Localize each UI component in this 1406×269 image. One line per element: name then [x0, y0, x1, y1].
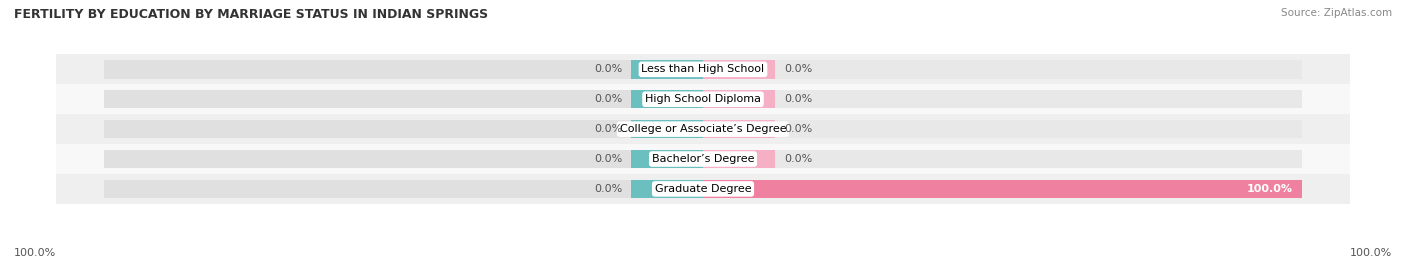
Bar	[703, 150, 775, 168]
Text: 0.0%: 0.0%	[593, 94, 621, 104]
Bar	[104, 90, 703, 108]
Bar	[703, 90, 1302, 108]
Bar	[104, 120, 703, 138]
Bar	[0, 144, 1406, 174]
Bar	[703, 150, 1302, 168]
Bar	[0, 54, 1406, 84]
Text: 100.0%: 100.0%	[1247, 184, 1294, 194]
Bar	[703, 120, 1302, 138]
Text: 0.0%: 0.0%	[785, 124, 813, 134]
Bar	[703, 60, 1302, 79]
Text: 0.0%: 0.0%	[785, 94, 813, 104]
Bar	[703, 90, 775, 108]
Bar	[631, 90, 703, 108]
Text: 0.0%: 0.0%	[593, 64, 621, 74]
Bar	[631, 150, 703, 168]
Text: Bachelor’s Degree: Bachelor’s Degree	[652, 154, 754, 164]
Bar	[631, 60, 703, 79]
Bar	[104, 180, 703, 198]
Bar	[0, 174, 1406, 204]
Bar	[0, 114, 1406, 144]
Text: High School Diploma: High School Diploma	[645, 94, 761, 104]
Bar	[104, 60, 703, 79]
Bar	[703, 180, 1302, 198]
Text: Less than High School: Less than High School	[641, 64, 765, 74]
Text: 100.0%: 100.0%	[14, 248, 56, 258]
Text: College or Associate’s Degree: College or Associate’s Degree	[620, 124, 786, 134]
Text: 0.0%: 0.0%	[593, 154, 621, 164]
Text: 0.0%: 0.0%	[785, 154, 813, 164]
Text: 0.0%: 0.0%	[785, 64, 813, 74]
Bar	[703, 60, 775, 79]
Bar	[104, 150, 703, 168]
Text: Graduate Degree: Graduate Degree	[655, 184, 751, 194]
Text: Source: ZipAtlas.com: Source: ZipAtlas.com	[1281, 8, 1392, 18]
Bar	[631, 180, 703, 198]
Text: 0.0%: 0.0%	[593, 184, 621, 194]
Text: FERTILITY BY EDUCATION BY MARRIAGE STATUS IN INDIAN SPRINGS: FERTILITY BY EDUCATION BY MARRIAGE STATU…	[14, 8, 488, 21]
Bar	[631, 120, 703, 138]
Bar	[703, 120, 775, 138]
Text: 0.0%: 0.0%	[593, 124, 621, 134]
Bar	[0, 84, 1406, 114]
Text: 100.0%: 100.0%	[1350, 248, 1392, 258]
Bar	[703, 180, 1302, 198]
